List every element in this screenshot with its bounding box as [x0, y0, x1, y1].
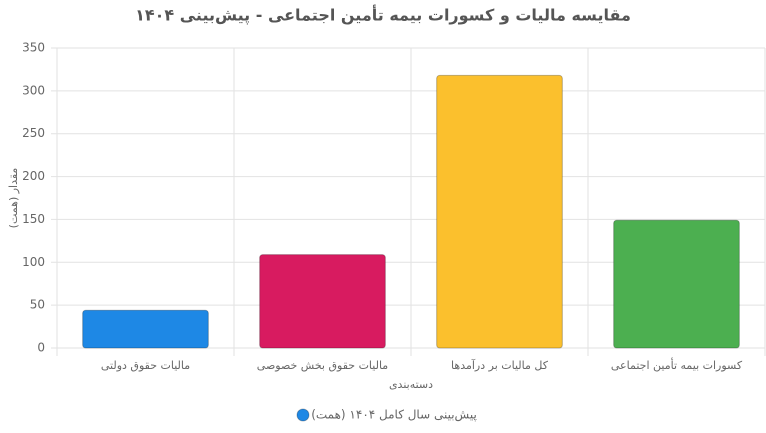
x-axis-title: دسته‌بندی: [389, 378, 433, 391]
x-tick-label: مالیات حقوق بخش خصوصی: [257, 359, 389, 372]
bar: [436, 74, 563, 349]
y-tick-label: 300: [22, 83, 45, 97]
bar: [82, 309, 209, 349]
y-tick-label: 50: [30, 298, 45, 312]
legend-label: پیش‌بینی سال کامل ۱۴۰۴ (همت): [311, 408, 477, 423]
x-tick-label: مالیات حقوق دولتی: [101, 359, 190, 372]
chart-title: مقایسه مالیات و کسورات بیمه تأمین اجتماع…: [135, 5, 631, 26]
x-tick-label: کسورات بیمه تأمین اجتماعی: [611, 357, 743, 372]
legend-marker: [296, 408, 310, 422]
bar: [259, 254, 386, 349]
y-tick-label: 150: [22, 212, 45, 226]
bar: [613, 219, 740, 349]
x-tick-label: کل مالیات بر درآمدها: [451, 358, 549, 372]
y-axis-title: مقدار (همت): [7, 168, 20, 229]
y-tick-label: 200: [22, 169, 45, 183]
y-tick-label: 250: [22, 126, 45, 140]
y-tick-label: 350: [22, 41, 45, 55]
y-tick-label: 0: [37, 341, 45, 355]
y-tick-label: 100: [22, 255, 45, 269]
